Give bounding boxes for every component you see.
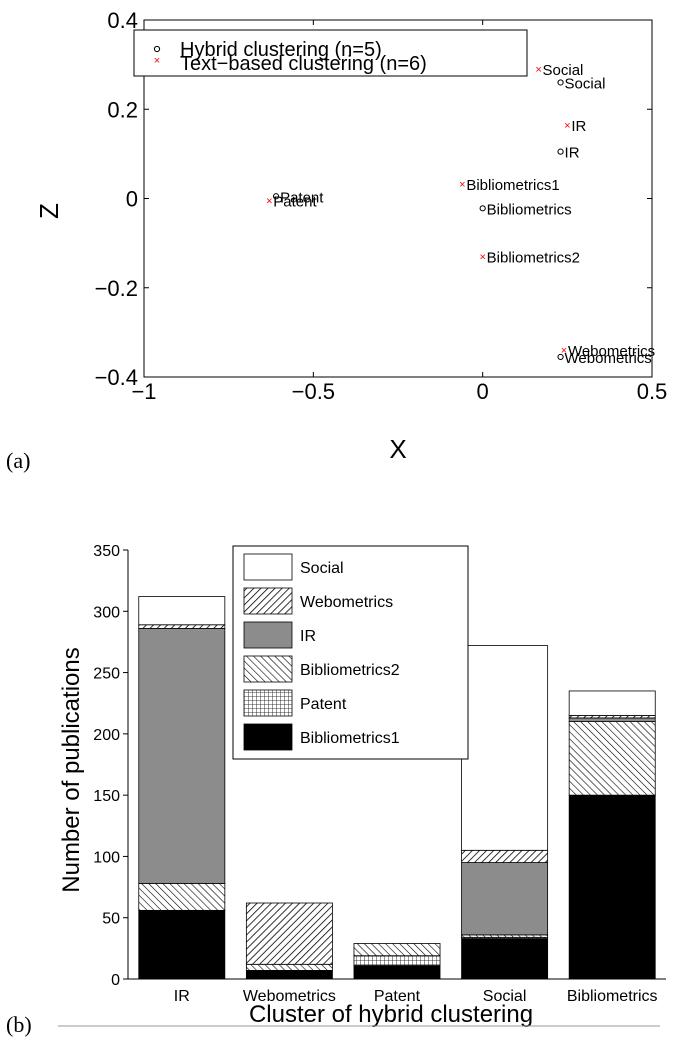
- scatter-point-label: Bibliometrics2: [487, 250, 580, 267]
- bar-segment: [245, 902, 333, 965]
- bar-segment: [353, 955, 441, 966]
- scatter-x-tick-label: −1: [131, 379, 156, 404]
- scatter-point-label: Patent: [273, 194, 317, 211]
- bar-segment: [138, 909, 226, 980]
- bar-segment: [353, 965, 441, 980]
- bar-segment: [568, 794, 656, 980]
- scatter-point-text-based: ×: [479, 252, 485, 264]
- bar-segment: [353, 943, 441, 957]
- scatter-point-label: Social: [565, 75, 606, 92]
- bar-segment: [138, 624, 226, 629]
- bar-legend-swatch: [243, 655, 293, 683]
- bar-legend-swatch: [243, 553, 293, 581]
- panel-label-a: (a): [6, 448, 30, 473]
- scatter-point-hybrid: [479, 205, 486, 212]
- scatter-point-label: Social: [543, 62, 584, 79]
- scatter-x-tick-label: 0: [477, 379, 489, 404]
- scatter-y-tick-label: 0.2: [107, 97, 138, 122]
- bar-segment: [245, 963, 333, 971]
- legend-marker-text-based: ×: [154, 55, 160, 67]
- bar-legend-swatch: [243, 587, 293, 615]
- scatter-point-label: Patent: [280, 189, 324, 206]
- bar-y-tick-label: 150: [93, 788, 120, 805]
- bar-legend-swatch: [243, 689, 293, 717]
- scatter-x-tick-label: −0.5: [292, 379, 335, 404]
- scatter-y-ticks: −0.4 −0.2 0 0.2 0.4: [95, 8, 652, 390]
- legend-marker-hybrid: [153, 45, 161, 53]
- scatter-point-label: IR: [571, 118, 586, 135]
- bar-legend-label: Patent: [300, 696, 347, 713]
- scatter-point-label: Bibliometrics: [487, 201, 572, 218]
- bar-segment: [138, 596, 226, 626]
- bar-category-label: Webometrics: [243, 988, 336, 1005]
- scatter-point-text-based: ×: [459, 179, 465, 191]
- bar-legend-label: Bibliometrics1: [300, 730, 400, 747]
- scatter-point-hybrid: [557, 79, 564, 86]
- scatter-legend-box: [133, 29, 528, 77]
- bar-legend-label: IR: [300, 628, 316, 645]
- bar-y-tick-label: 300: [93, 604, 120, 621]
- bar-legend-label: Bibliometrics2: [300, 662, 400, 679]
- bar-segment: [568, 721, 656, 796]
- bar-legend-label: Webometrics: [300, 594, 393, 611]
- bar-segment: [461, 862, 549, 936]
- bar-segment: [461, 645, 549, 851]
- scatter-point-label: IR: [565, 145, 580, 162]
- scatter-y-tick-label: 0: [126, 187, 138, 212]
- bar-segment: [461, 938, 549, 980]
- bar-legend-label: Social: [300, 560, 344, 577]
- legend-label-hybrid: Hybrid clustering (n=5): [180, 39, 382, 61]
- scatter-y-tick-label: −0.2: [95, 276, 138, 301]
- bar-panel: 0 50 100 150 200 250 300 350 IR Webometrics Paten…: [6, 543, 666, 1037]
- bar-segment: [245, 970, 333, 980]
- bar-category-label: Bibliometrics: [567, 988, 658, 1005]
- scatter-point-label: Webometrics: [568, 343, 655, 360]
- scatter-point-hybrid: [557, 353, 564, 361]
- panel-label-b: (b): [6, 1012, 32, 1037]
- bar-stacks: [138, 596, 656, 980]
- bar-category-label: Patent: [374, 988, 421, 1005]
- bar-x-ticks: IR Webometrics Patent Social Bibliometrics: [174, 988, 658, 1005]
- scatter-point-text-based: ×: [561, 345, 567, 357]
- bar-y-tick-label: 250: [93, 666, 120, 683]
- bar-legend: Social Webometrics IR Bibliometrics2 Patent B…: [232, 545, 469, 760]
- scatter-point-label: Webometrics: [565, 350, 652, 367]
- scatter-x-ticks: −1 −0.5 0 0.5: [131, 20, 667, 404]
- bar-y-tick-label: 0: [111, 972, 120, 989]
- bar-legend-swatch: [243, 621, 293, 649]
- scatter-point-text-based: ×: [266, 196, 272, 208]
- bar-category-label: Social: [483, 988, 527, 1005]
- bar-segment: [138, 882, 226, 911]
- scatter-point-hybrid: [272, 193, 280, 200]
- scatter-y-axis-label: Z: [34, 203, 64, 219]
- scatter-y-tick-label: 0.4: [107, 8, 138, 33]
- bar-y-axis-label: Number of publications: [58, 647, 85, 892]
- legend-label-text-based: Text−based clustering (n=6): [180, 53, 427, 75]
- scatter-panel: −1 −0.5 0 0.5 −0.4 −0.2 0 0.2 0.4 Social IR Paten…: [6, 8, 667, 473]
- bar-segment: [461, 849, 549, 863]
- bar-segment: [568, 717, 656, 722]
- bar-y-tick-label: 350: [93, 543, 120, 560]
- scatter-point-hybrid: [557, 148, 564, 155]
- bar-x-axis-label: Cluster of hybrid clustering: [249, 1001, 533, 1028]
- scatter-x-axis-label: X: [389, 434, 406, 464]
- bar-segment: [568, 690, 656, 716]
- bar-legend-box: [232, 545, 469, 760]
- bar-y-tick-label: 200: [93, 727, 120, 744]
- scatter-point-text-based: ×: [535, 64, 541, 76]
- scatter-y-tick-label: −0.4: [95, 365, 138, 390]
- bar-legend-swatch: [243, 723, 293, 751]
- bar-category-label: IR: [174, 988, 190, 1005]
- bar-y-tick-label: 100: [93, 849, 120, 866]
- scatter-point-text-based: ×: [564, 120, 570, 132]
- scatter-legend: Hybrid clustering (n=5) × Text−based clu…: [133, 29, 528, 77]
- scatter-point-label: Bibliometrics1: [466, 177, 559, 194]
- scatter-x-tick-label: 0.5: [637, 379, 668, 404]
- bar-y-tick-label: 50: [102, 911, 120, 928]
- bar-y-ticks: 0 50 100 150 200 250 300 350: [93, 543, 128, 989]
- bar-segment: [138, 628, 226, 884]
